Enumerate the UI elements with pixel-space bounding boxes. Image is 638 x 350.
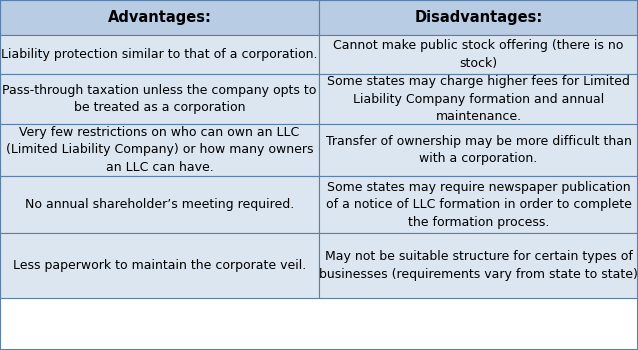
Bar <box>319 124 638 176</box>
Bar <box>319 233 638 298</box>
Text: Some states may require newspaper publication
of a notice of LLC formation in or: Some states may require newspaper public… <box>325 181 632 229</box>
Text: Transfer of ownership may be more difficult than
with a corporation.: Transfer of ownership may be more diffic… <box>325 135 632 165</box>
Text: Cannot make public stock offering (there is no
stock): Cannot make public stock offering (there… <box>333 40 624 70</box>
Text: Liability protection similar to that of a corporation.: Liability protection similar to that of … <box>1 48 318 61</box>
Bar <box>319 176 638 233</box>
Bar <box>319 0 638 35</box>
Bar <box>0 35 319 74</box>
Text: No annual shareholder’s meeting required.: No annual shareholder’s meeting required… <box>25 198 294 211</box>
Text: Pass-through taxation unless the company opts to
be treated as a corporation: Pass-through taxation unless the company… <box>3 84 316 114</box>
Bar <box>319 74 638 124</box>
Text: Less paperwork to maintain the corporate veil.: Less paperwork to maintain the corporate… <box>13 259 306 272</box>
Text: Advantages:: Advantages: <box>108 10 211 25</box>
Bar <box>0 176 319 233</box>
Bar <box>0 0 319 35</box>
Text: Very few restrictions on who can own an LLC
(Limited Liability Company) or how m: Very few restrictions on who can own an … <box>6 126 313 174</box>
Text: Disadvantages:: Disadvantages: <box>414 10 543 25</box>
Text: Some states may charge higher fees for Limited
Liability Company formation and a: Some states may charge higher fees for L… <box>327 75 630 123</box>
Bar <box>0 74 319 124</box>
Bar <box>0 233 319 298</box>
Bar <box>319 35 638 74</box>
Text: May not be suitable structure for certain types of
businesses (requirements vary: May not be suitable structure for certai… <box>319 251 638 281</box>
Bar <box>0 124 319 176</box>
